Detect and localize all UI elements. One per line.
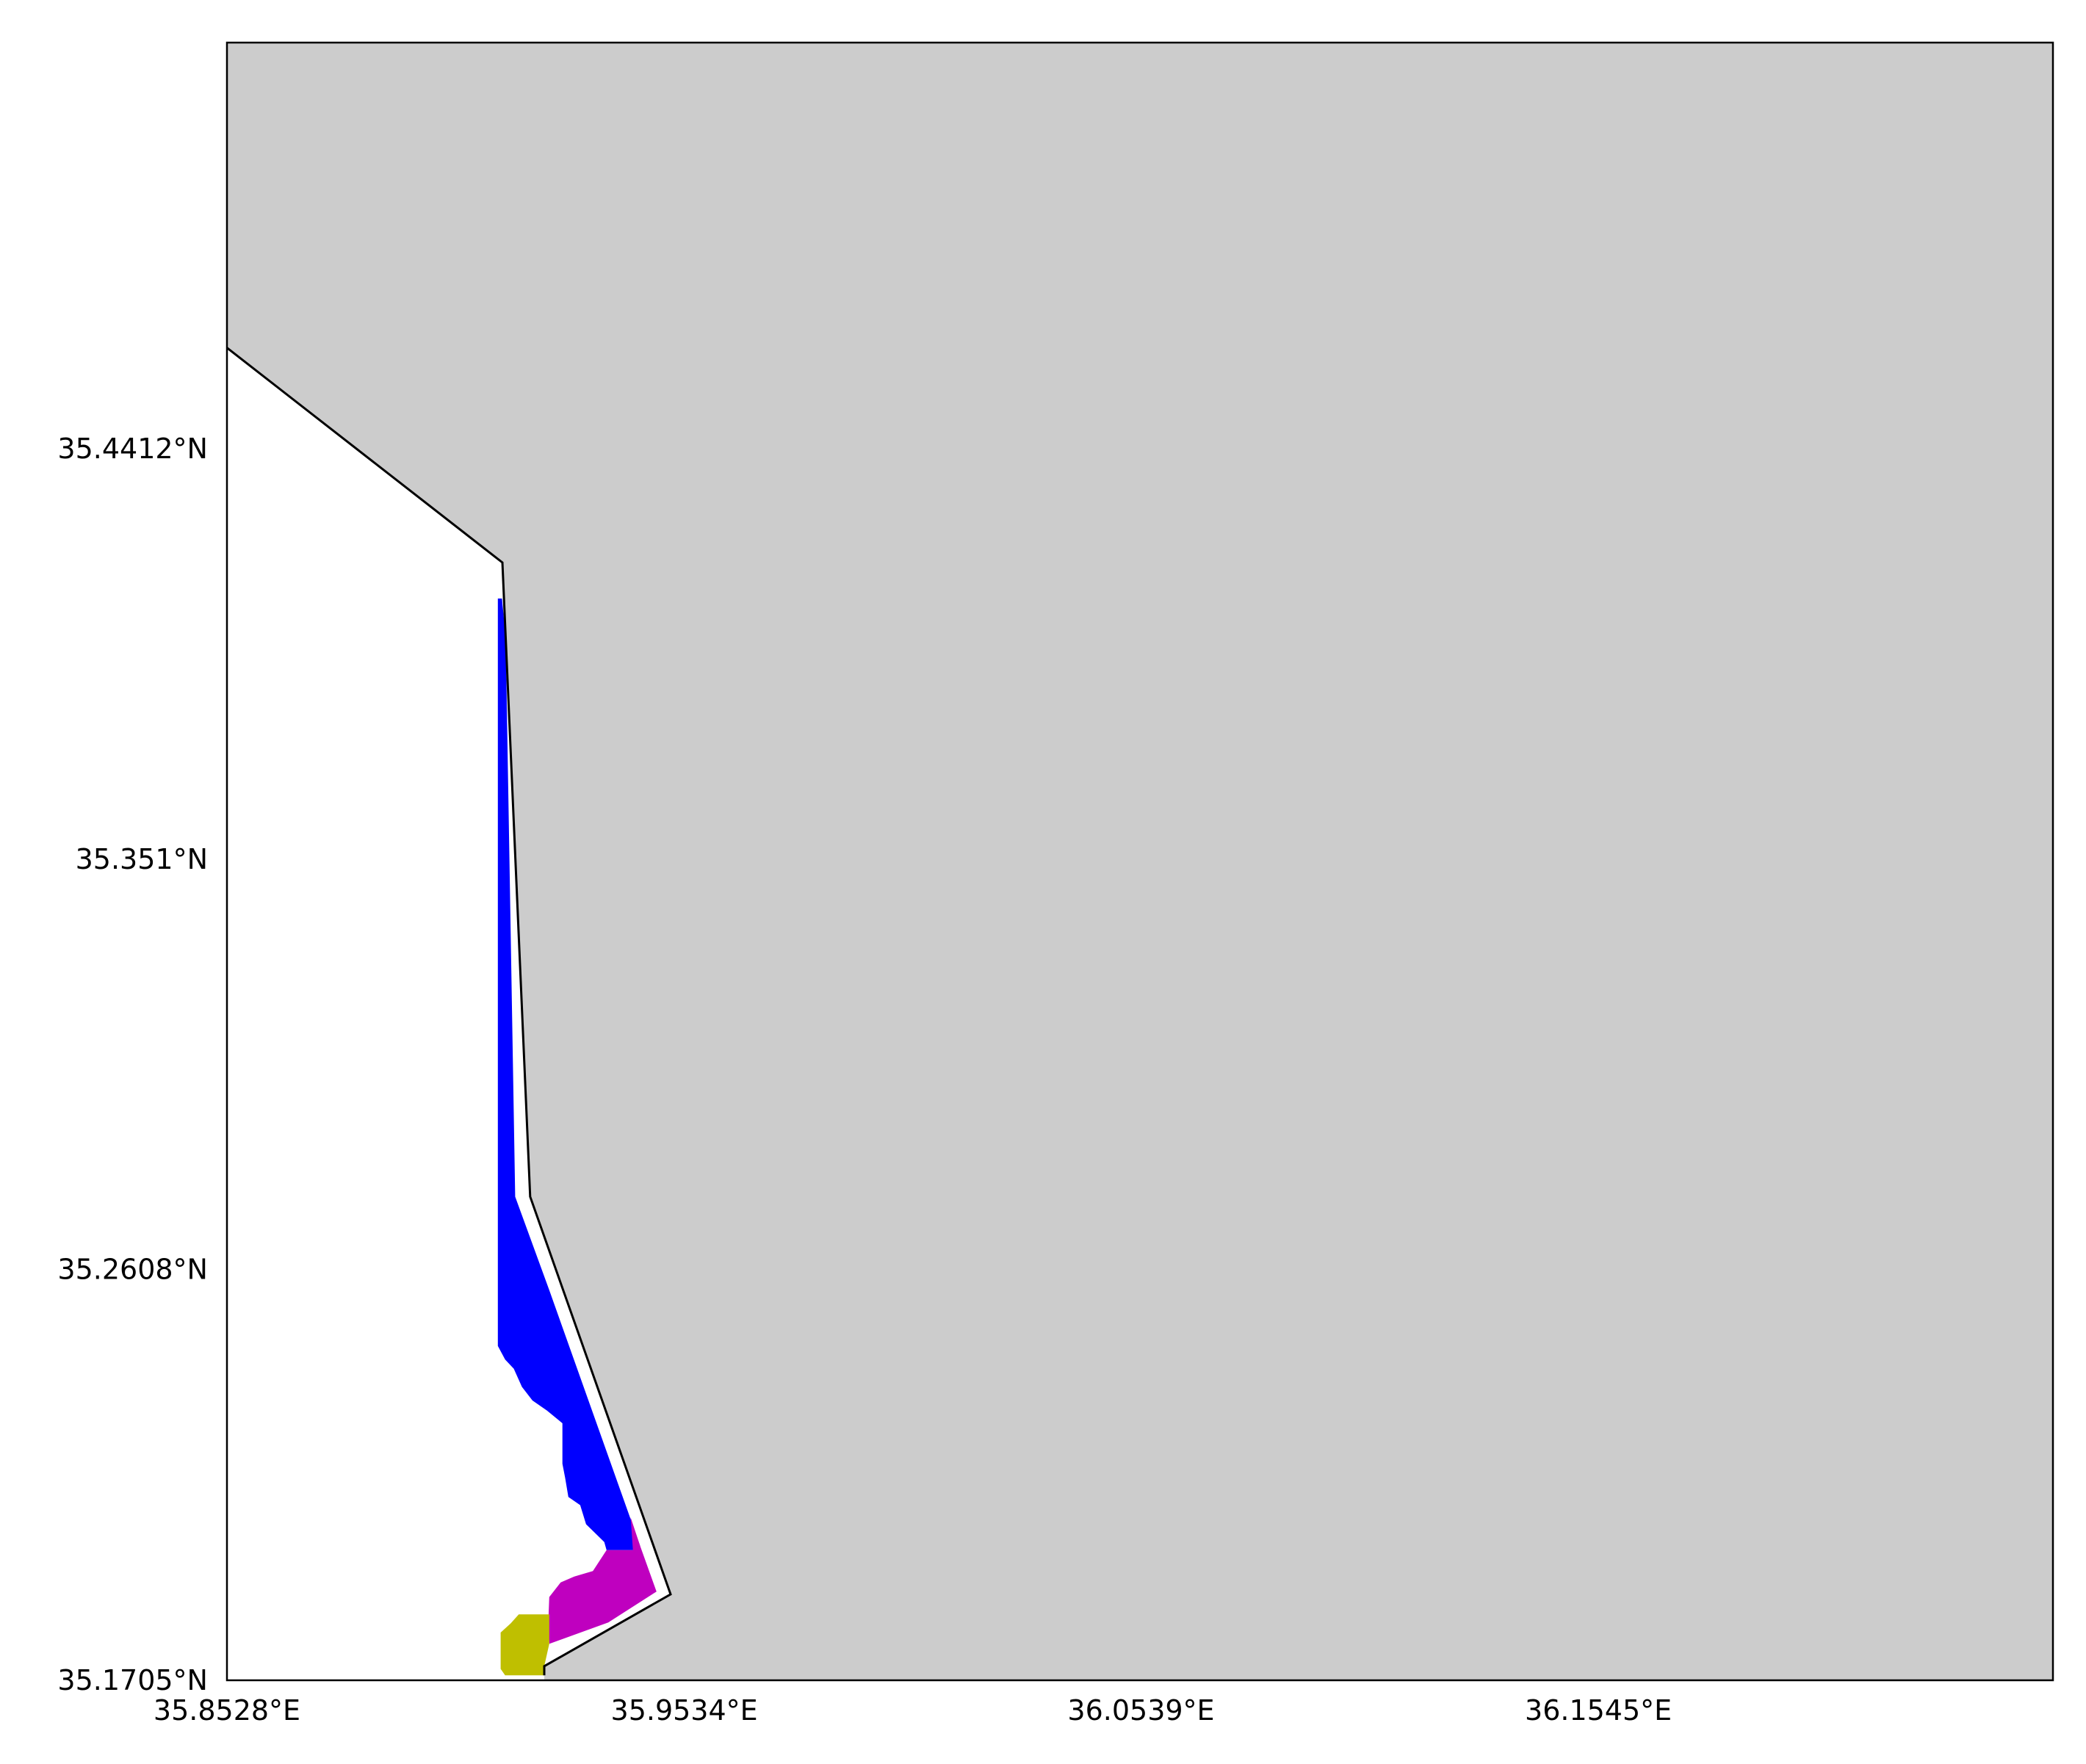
map-axes xyxy=(225,41,2054,1682)
latitude-tick-labels: 35.1705°N 35.2608°N 35.351°N 35.4412°N xyxy=(57,433,208,1696)
y-tick-label: 35.1705°N xyxy=(57,1664,208,1696)
x-tick-label: 36.1545°E xyxy=(1525,1694,1672,1727)
blue-zone xyxy=(497,599,640,1550)
olive-zone xyxy=(500,1614,549,1676)
y-tick-label: 35.4412°N xyxy=(57,433,208,465)
y-tick-label: 35.2608°N xyxy=(57,1254,208,1286)
magenta-zone xyxy=(548,1517,657,1644)
y-tick-label: 35.351°N xyxy=(76,843,208,875)
land-area xyxy=(227,43,2053,1680)
x-tick-label: 35.8528°E xyxy=(154,1694,300,1727)
coastline xyxy=(226,347,672,1676)
map-frame xyxy=(225,41,2054,1682)
x-tick-label: 36.0539°E xyxy=(1067,1694,1214,1727)
longitude-tick-labels: 35.8528°E 35.9534°E 36.0539°E 36.1545°E xyxy=(154,1694,1672,1727)
classification-layer xyxy=(497,599,657,1676)
x-tick-label: 35.9534°E xyxy=(611,1694,758,1727)
